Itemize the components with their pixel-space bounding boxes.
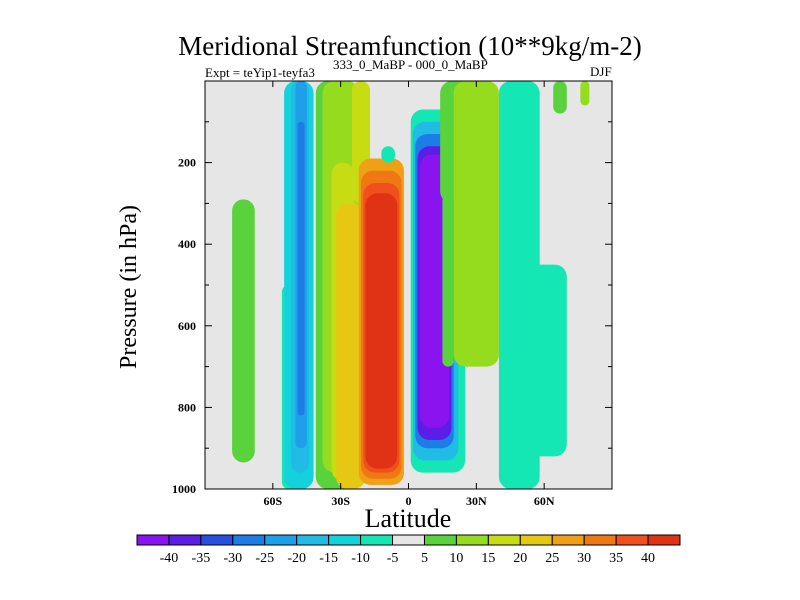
x-tick-label: 0 [406,494,412,508]
colorbar-swatch [168,534,202,546]
colorbar-swatch [232,534,266,546]
y-tick-label: 800 [178,400,196,414]
colorbar-swatch [392,534,425,546]
colorbar-swatch [328,534,362,546]
colorbar-swatch [455,534,489,546]
contour-region [297,121,305,416]
y-axis-label: Pressure (in hPa) [116,205,142,369]
contour-region [553,81,567,114]
colorbar-swatch [615,534,649,546]
colorbar-label: -5 [387,551,399,566]
contour-region [580,81,590,106]
colorbar-label: 20 [513,551,527,566]
experiment-label: Expt = teYip1-teyfa3 [205,65,315,80]
colorbar-label: -10 [351,551,370,566]
y-tick-label: 200 [178,156,196,170]
y-tick-label: 600 [178,319,196,333]
colorbar-label: 40 [641,551,655,566]
contour-region [232,199,255,463]
colorbar-swatch [136,534,170,546]
contour-fills [232,81,590,489]
colorbar-label: -25 [255,551,274,566]
colorbar-label: -30 [223,551,242,566]
colorbar-swatch [519,534,553,546]
colorbar-swatch [583,534,617,546]
contour-region [442,195,454,367]
colorbar-swatch [296,534,330,546]
x-tick-label: 60S [263,494,282,508]
y-tick-label: 400 [178,237,196,251]
contour-region [419,154,450,428]
experiment-superscript: 333_0_MaBP - 000_0_MaBP [333,57,488,72]
colorbar-swatch [647,534,681,546]
colorbar-swatch [423,534,457,546]
colorbar-label: -15 [319,551,338,566]
x-axis-label: Latitude [365,504,452,533]
contour-region [453,81,499,367]
colorbar-label: 30 [577,551,591,566]
colorbar-label: 25 [545,551,559,566]
contour-region [336,203,366,489]
colorbar-label: -40 [160,551,179,566]
plot-area [204,80,613,490]
x-axis: 60S 30S 0 30N 60N [263,81,555,508]
contour-region [507,264,567,457]
colorbar-swatch [551,534,585,546]
colorbar-label: 5 [421,551,428,566]
colorbar-label: -20 [287,551,306,566]
colorbar-label: -35 [192,551,211,566]
colorbar: -40 -35 -30 -25 -20 -15 -10 -5 5 10 15 20 25 30 35 40 [136,534,681,566]
season-label: DJF [590,64,612,79]
y-tick-label: 1000 [172,482,196,496]
colorbar-label: 15 [481,551,495,566]
x-tick-label: 60N [534,494,555,508]
chart-title: Meridional Streamfunction (10**9kg/m-2) [178,31,641,61]
colorbar-swatch [487,534,521,546]
colorbar-swatch [360,534,394,546]
contour-region [381,146,395,163]
colorbar-swatch [200,534,234,546]
colorbar-label: 10 [449,551,463,566]
y-axis: 200 400 600 800 1000 [172,121,612,496]
x-tick-label: 30S [331,494,350,508]
colorbar-label: 35 [609,551,623,566]
colorbar-swatch [264,534,298,546]
x-tick-label: 30N [466,494,487,508]
contour-region [365,193,398,469]
